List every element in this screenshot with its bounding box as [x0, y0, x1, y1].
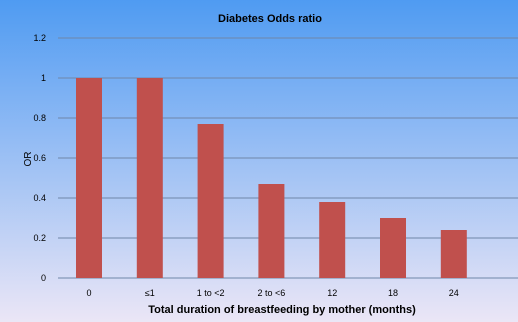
x-tick-label: 2 to <6 — [258, 288, 286, 298]
bar — [440, 230, 467, 278]
chart-title: Diabetes Odds ratio — [218, 13, 322, 25]
grid-lines — [58, 37, 518, 279]
y-tick-label: 1.2 — [33, 33, 46, 43]
bar — [380, 218, 406, 278]
bar — [197, 124, 224, 278]
bars — [76, 78, 467, 278]
y-tick-label: 0.4 — [33, 193, 46, 203]
x-tick-label: 18 — [388, 288, 398, 298]
x-tick-labels: 0 ≤1 1 to <2 2 to <6 12 18 24 — [86, 288, 458, 298]
x-tick-label: 24 — [449, 288, 459, 298]
bar — [136, 78, 163, 278]
bar — [258, 184, 285, 278]
y-axis-label: OR — [23, 152, 34, 167]
y-tick-label: 0 — [41, 273, 46, 283]
x-axis-label: Total duration of breastfeeding by mothe… — [148, 304, 416, 316]
x-tick-label: 0 — [86, 288, 91, 298]
x-tick-label: ≤1 — [145, 288, 155, 298]
y-tick-labels: 0 0.2 0.4 0.6 0.8 1 1.2 — [33, 33, 46, 283]
bar — [76, 78, 102, 278]
y-tick-label: 0.6 — [33, 153, 46, 163]
bar — [319, 202, 346, 278]
y-tick-label: 0.2 — [33, 233, 46, 243]
x-tick-label: 12 — [327, 288, 337, 298]
x-tick-label: 1 to <2 — [197, 288, 225, 298]
y-tick-label: 1 — [41, 73, 46, 83]
y-tick-label: 0.8 — [33, 113, 46, 123]
